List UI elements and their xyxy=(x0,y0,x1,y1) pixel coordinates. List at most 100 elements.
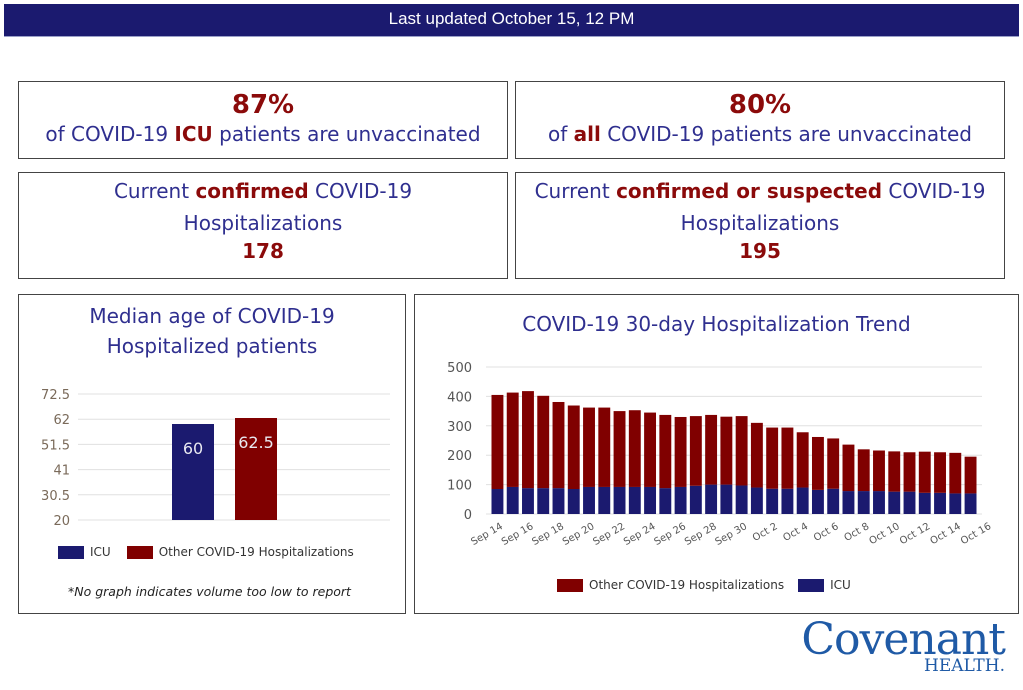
bar-other xyxy=(522,391,534,489)
bar-icu xyxy=(750,487,763,514)
confirmed-hospitalizations-card: Current confirmed COVID-19 Hospitalizati… xyxy=(18,172,508,279)
bar-other xyxy=(964,456,977,494)
bar-icu xyxy=(811,489,824,514)
title-line-1: Median age of COVID-19 xyxy=(89,304,335,328)
y-tick-label: 62 xyxy=(53,413,70,428)
bar-icu xyxy=(888,491,901,514)
bar-icu xyxy=(857,491,870,514)
icu-unvaccinated-label: of COVID-19 ICU patients are unvaccinate… xyxy=(19,122,507,146)
y-tick-label: 20 xyxy=(53,514,70,529)
label-pre: of COVID-19 xyxy=(45,122,175,146)
bar-other xyxy=(918,451,931,493)
bar-other xyxy=(537,395,550,489)
x-tick-label: Sep 16 xyxy=(500,521,536,548)
bar-other xyxy=(873,450,885,492)
bar-icu xyxy=(628,486,641,514)
bar-icu xyxy=(583,486,595,514)
x-tick-label: Oct 12 xyxy=(898,521,932,547)
median-age-chart: 20 30.5 41 51.5 62 72.5 60 62.5 xyxy=(41,388,390,529)
bar-other xyxy=(903,452,916,492)
last-updated-banner: Last updated October 15, 12 PM xyxy=(4,4,1019,37)
y-tick-label: 30.5 xyxy=(41,489,70,504)
bar-other xyxy=(598,407,611,487)
volume-note: *No graph indicates volume too low to re… xyxy=(68,584,351,599)
bar-icu xyxy=(613,486,626,514)
bar-other xyxy=(659,414,672,489)
suspected-label-line1: Current confirmed or suspected COVID-19 xyxy=(516,175,1004,207)
bar-other xyxy=(781,427,794,489)
label-emph: ICU xyxy=(174,122,213,146)
bar-other xyxy=(583,407,595,487)
bar-other xyxy=(567,405,580,490)
label-emph: confirmed xyxy=(195,179,309,203)
y-tick-label: 51.5 xyxy=(41,438,70,453)
bar-value-label: 62.5 xyxy=(238,433,274,452)
legend-label-icu: ICU xyxy=(830,578,851,592)
bar-other xyxy=(766,427,779,489)
bar-icu xyxy=(172,424,214,520)
confirmed-count: 178 xyxy=(242,239,284,263)
covenant-health-logo: Covenant HEALTH. xyxy=(801,618,1006,676)
icu-unvaccinated-card: 87% of COVID-19 ICU patients are unvacci… xyxy=(18,81,508,159)
bar-icu xyxy=(705,484,718,514)
bar-other xyxy=(235,418,277,520)
all-unvaccinated-percent: 80% xyxy=(728,90,792,120)
bar-other xyxy=(735,416,748,486)
y-tick-label: 400 xyxy=(447,390,472,405)
suspected-count: 195 xyxy=(739,239,781,263)
x-tick-label: Sep 30 xyxy=(714,521,750,548)
bar-icu xyxy=(506,486,519,514)
bar-other xyxy=(811,436,824,490)
x-tick-label: Sep 28 xyxy=(683,521,719,548)
x-tick-label: Sep 18 xyxy=(530,521,566,548)
icu-unvaccinated-percent: 87% xyxy=(231,90,295,120)
bar-icu xyxy=(781,488,794,514)
label-pre: Current xyxy=(113,179,196,203)
bar-other xyxy=(644,412,657,487)
bar-icu xyxy=(918,492,931,514)
bar-icu xyxy=(659,488,672,514)
bar-other xyxy=(842,444,855,492)
label-post: COVID-19 xyxy=(308,179,413,203)
bar-icu xyxy=(522,488,534,514)
legend-swatch-icu xyxy=(798,578,825,592)
label-pre: of xyxy=(548,122,574,146)
bar-icu xyxy=(720,484,733,514)
bar-other xyxy=(552,401,565,489)
label-emph: all xyxy=(573,122,601,146)
confirmed-or-suspected-card: Current confirmed or suspected COVID-19 … xyxy=(515,172,1005,279)
bar-other xyxy=(857,449,870,492)
y-tick-label: 200 xyxy=(447,449,472,464)
bar-other xyxy=(628,410,641,487)
bar-other xyxy=(720,416,733,485)
bar-value-label: 60 xyxy=(183,439,203,458)
confirmed-label-line1: Current confirmed COVID-19 xyxy=(19,175,507,207)
bar-other xyxy=(796,432,809,488)
label-post: patients are unvaccinated xyxy=(212,122,481,146)
bar-other xyxy=(888,451,901,492)
label-pre: Current xyxy=(534,179,617,203)
bar-other xyxy=(689,416,702,486)
bar-icu xyxy=(735,485,748,514)
label-post: COVID-19 xyxy=(882,179,986,203)
x-tick-label: Oct 14 xyxy=(929,521,963,547)
trend-legend: Other COVID-19 Hospitalizations ICU xyxy=(557,578,851,592)
bar-icu xyxy=(598,486,611,514)
median-age-legend: ICU Other COVID-19 Hospitalizations xyxy=(58,545,354,559)
legend-label-icu: ICU xyxy=(90,545,111,559)
label-post: COVID-19 patients are unvaccinated xyxy=(600,122,972,146)
legend-swatch-icu xyxy=(58,545,84,559)
bar-icu xyxy=(934,492,946,514)
bar-icu xyxy=(964,493,977,514)
bar-icu xyxy=(842,491,855,514)
suspected-label-line2: Hospitalizations xyxy=(680,211,840,235)
x-tick-label: Sep 22 xyxy=(591,521,627,548)
y-tick-label: 41 xyxy=(53,464,70,479)
bar-icu xyxy=(689,485,702,514)
x-tick-label: Sep 20 xyxy=(561,521,597,548)
bar-icu xyxy=(644,486,657,514)
bar-other xyxy=(674,416,687,487)
y-tick-label: 0 xyxy=(464,508,472,523)
logo-sub-text: HEALTH. xyxy=(924,656,1005,676)
